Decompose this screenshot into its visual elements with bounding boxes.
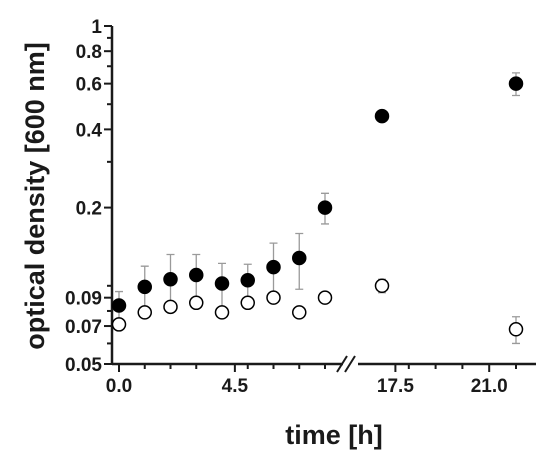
- open-point-4: [214, 305, 230, 320]
- open-point-2: [163, 299, 178, 315]
- y-tick-label-4: 0.4: [76, 120, 103, 141]
- open-point-5: [240, 295, 255, 311]
- filled-point-3: [189, 267, 204, 283]
- filled-point-0: [111, 298, 127, 313]
- filled-point-6: [266, 259, 281, 275]
- open-point-6: [266, 290, 281, 305]
- open-point-1: [137, 305, 152, 320]
- open-point-8: [317, 290, 333, 305]
- filled-point-2: [163, 271, 178, 287]
- x-tick-label-0: 0.0: [106, 376, 132, 397]
- y-tick-label-7: 1: [91, 17, 102, 38]
- open-point-0: [111, 317, 127, 332]
- y-tick-label-3: 0.2: [76, 199, 102, 220]
- axis-break-mark: [336, 355, 356, 373]
- axes: [110, 26, 536, 373]
- filled-point-1: [137, 279, 152, 295]
- y-tick-label-1: 0.07: [65, 317, 102, 338]
- y-ticks: 0.05 0.07 0.09 0.2 0.4 0.6 0.8 1: [65, 17, 112, 376]
- open-point-10: [508, 322, 524, 337]
- filled-point-9: [374, 108, 390, 124]
- x-axis-title: time [h]: [285, 420, 383, 450]
- open-point-9: [374, 278, 390, 294]
- filled-point-5: [240, 273, 255, 288]
- y-axis-title: optical density [600 nm]: [20, 42, 50, 350]
- x-ticks: 0.0 4.5 17.5 21.0: [106, 364, 517, 397]
- filled-point-7: [292, 250, 307, 266]
- y-tick-label-2: 0.09: [65, 289, 102, 310]
- open-point-3: [189, 295, 204, 311]
- y-tick-label-0: 0.05: [65, 355, 102, 376]
- x-tick-label-3: 21.0: [471, 376, 508, 397]
- x-tick-label-2: 17.5: [377, 376, 414, 397]
- filled-point-8: [317, 200, 333, 215]
- y-tick-label-6: 0.8: [76, 42, 102, 63]
- filled-point-4: [214, 276, 230, 291]
- open-point-7: [292, 305, 307, 320]
- filled-point-10: [508, 76, 524, 91]
- y-tick-label-5: 0.6: [76, 75, 102, 96]
- data-points: [111, 76, 524, 337]
- x-tick-label-1: 4.5: [222, 376, 249, 397]
